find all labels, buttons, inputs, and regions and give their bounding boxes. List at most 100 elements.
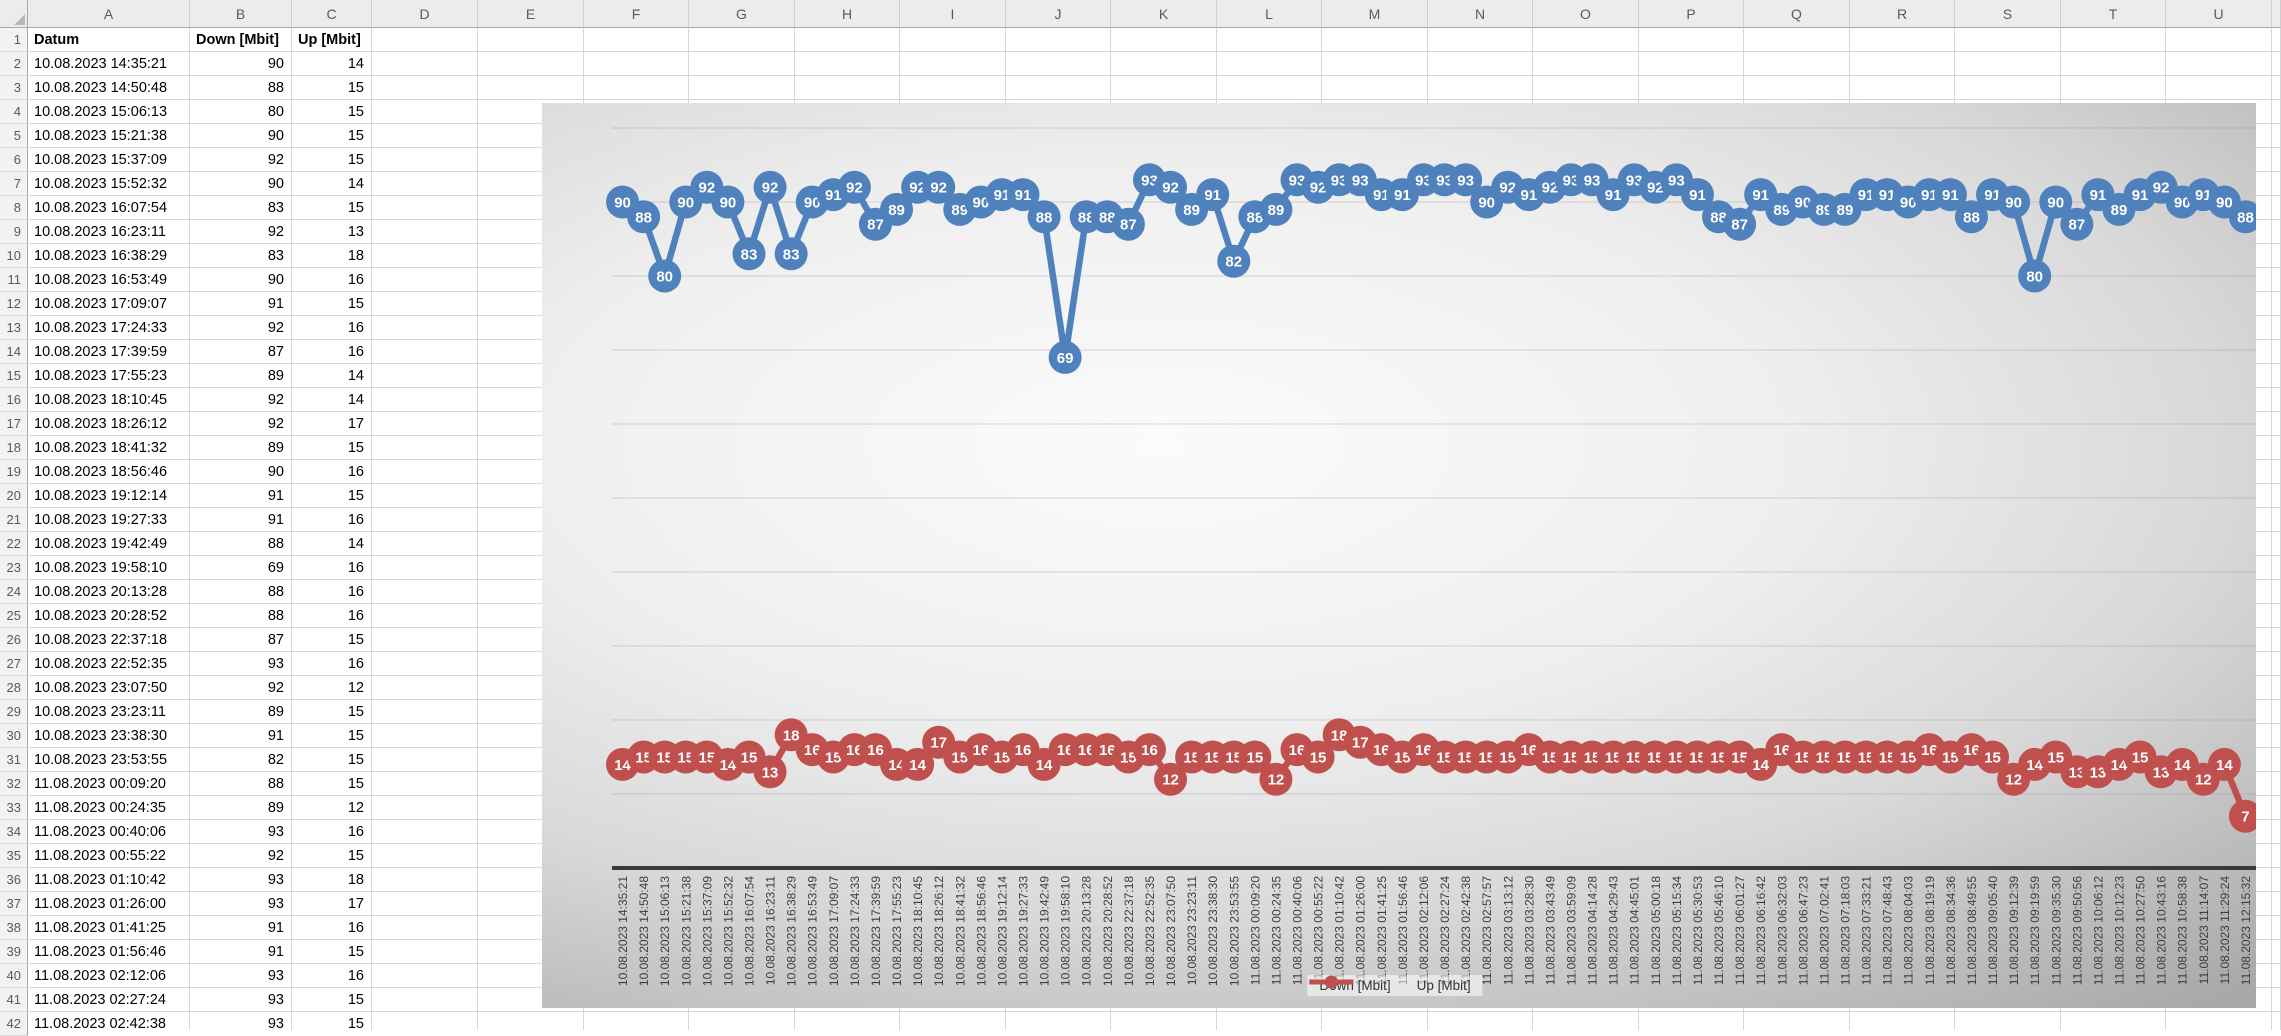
column-header-M[interactable]: M — [1322, 0, 1428, 28]
row-number-31[interactable]: 31 — [0, 748, 28, 772]
data-cell[interactable]: 10.08.2023 19:42:49 — [34, 536, 168, 552]
data-cell[interactable]: 15 — [347, 152, 364, 168]
data-cell[interactable]: 10.08.2023 17:55:23 — [34, 368, 168, 384]
data-cell[interactable]: 16 — [347, 824, 364, 840]
data-point-marker[interactable] — [1238, 740, 1272, 774]
data-cell[interactable]: 15 — [347, 104, 364, 120]
legend-item-up[interactable]: Up [Mbit] — [1309, 975, 1471, 993]
data-cell[interactable]: 69 — [267, 560, 284, 576]
speed-chart[interactable]: 10.08.2023 14:35:21 10.08.2023 14:50:48 10… — [542, 103, 2256, 1008]
data-cell[interactable]: 92 — [267, 848, 284, 864]
data-cell[interactable]: 90 — [267, 464, 284, 480]
column-header-P[interactable]: P — [1639, 0, 1744, 28]
data-cell[interactable]: 91 — [267, 920, 284, 936]
row-number-9[interactable]: 9 — [0, 220, 28, 244]
column-header-S[interactable]: S — [1955, 0, 2061, 28]
data-cell[interactable]: 93 — [267, 824, 284, 840]
data-point-marker[interactable] — [627, 200, 661, 234]
data-cell[interactable]: 92 — [267, 224, 284, 240]
row-number-25[interactable]: 25 — [0, 604, 28, 628]
row-number-6[interactable]: 6 — [0, 148, 28, 172]
row-number-38[interactable]: 38 — [0, 916, 28, 940]
data-cell[interactable]: 10.08.2023 22:52:35 — [34, 656, 168, 672]
data-cell[interactable]: 15 — [347, 1016, 364, 1032]
data-cell[interactable]: 91 — [267, 296, 284, 312]
data-cell[interactable]: 16 — [347, 608, 364, 624]
data-point-marker[interactable] — [753, 755, 787, 789]
data-cell[interactable]: 16 — [347, 968, 364, 984]
data-point-marker[interactable] — [1259, 762, 1293, 796]
data-cell[interactable]: 10.08.2023 16:38:29 — [34, 248, 168, 264]
row-number-33[interactable]: 33 — [0, 796, 28, 820]
data-cell[interactable]: 10.08.2023 15:06:13 — [34, 104, 168, 120]
data-point-marker[interactable] — [1680, 178, 1714, 212]
data-cell[interactable]: 15 — [347, 296, 364, 312]
data-point-marker[interactable] — [1027, 200, 1061, 234]
data-cell[interactable]: 10.08.2023 23:23:11 — [34, 704, 166, 720]
data-cell[interactable]: 15 — [347, 488, 364, 504]
data-cell[interactable]: 10.08.2023 20:13:28 — [34, 584, 168, 600]
data-cell[interactable]: 92 — [267, 416, 284, 432]
data-cell[interactable]: 88 — [267, 80, 284, 96]
data-cell[interactable]: 14 — [347, 392, 364, 408]
data-cell[interactable]: 10.08.2023 14:35:21 — [34, 56, 168, 72]
data-point-marker[interactable] — [1154, 762, 1188, 796]
data-cell[interactable]: 89 — [267, 440, 284, 456]
row-number-37[interactable]: 37 — [0, 892, 28, 916]
data-point-marker[interactable] — [1154, 170, 1188, 204]
column-header-partial[interactable] — [2272, 0, 2281, 28]
data-point-marker[interactable] — [2228, 200, 2256, 234]
data-cell[interactable]: 83 — [267, 200, 284, 216]
data-cell[interactable]: 11.08.2023 00:24:35 — [34, 800, 166, 816]
data-point-marker[interactable] — [1997, 185, 2031, 219]
row-number-40[interactable]: 40 — [0, 964, 28, 988]
chart-legend[interactable]: Down [Mbit] Up [Mbit] — [1307, 975, 1483, 996]
data-cell[interactable]: 10.08.2023 16:23:11 — [34, 224, 166, 240]
data-cell[interactable]: 91 — [267, 512, 284, 528]
data-cell[interactable]: 88 — [267, 776, 284, 792]
data-cell[interactable]: 89 — [267, 368, 284, 384]
data-cell[interactable]: 11.08.2023 01:26:00 — [34, 896, 166, 912]
data-cell[interactable]: 15 — [347, 440, 364, 456]
data-point-marker[interactable] — [1259, 192, 1293, 226]
data-cell[interactable]: 10.08.2023 17:39:59 — [34, 344, 168, 360]
data-cell[interactable]: 90 — [267, 272, 284, 288]
row-number-29[interactable]: 29 — [0, 700, 28, 724]
row-number-34[interactable]: 34 — [0, 820, 28, 844]
data-point-marker[interactable] — [2060, 207, 2094, 241]
data-cell[interactable]: 16 — [347, 656, 364, 672]
column-header-C[interactable]: C — [292, 0, 372, 28]
column-header-N[interactable]: N — [1428, 0, 1533, 28]
row-number-13[interactable]: 13 — [0, 316, 28, 340]
column-header-B[interactable]: B — [190, 0, 292, 28]
data-cell[interactable]: 10.08.2023 17:24:33 — [34, 320, 168, 336]
data-cell[interactable]: 11.08.2023 00:09:20 — [34, 776, 166, 792]
data-cell[interactable]: 82 — [267, 752, 284, 768]
column-header-H[interactable]: H — [795, 0, 900, 28]
data-cell[interactable]: 14 — [347, 536, 364, 552]
data-cell[interactable]: 10.08.2023 23:38:30 — [34, 728, 168, 744]
data-cell[interactable]: 11.08.2023 02:42:38 — [34, 1016, 166, 1032]
data-point-marker[interactable] — [2018, 259, 2052, 293]
data-cell[interactable]: 93 — [267, 968, 284, 984]
data-cell[interactable]: 11.08.2023 02:27:24 — [34, 992, 166, 1008]
data-point-marker[interactable] — [1132, 733, 1166, 767]
data-cell[interactable]: 16 — [347, 512, 364, 528]
data-point-marker[interactable] — [1196, 178, 1230, 212]
data-cell[interactable]: 11.08.2023 01:10:42 — [34, 872, 166, 888]
row-number-10[interactable]: 10 — [0, 244, 28, 268]
row-number-2[interactable]: 2 — [0, 52, 28, 76]
data-cell[interactable]: 89 — [267, 800, 284, 816]
data-cell[interactable]: 16 — [347, 344, 364, 360]
column-header-G[interactable]: G — [689, 0, 795, 28]
data-cell[interactable]: 90 — [267, 128, 284, 144]
data-cell[interactable]: 15 — [347, 752, 364, 768]
row-number-7[interactable]: 7 — [0, 172, 28, 196]
row-number-24[interactable]: 24 — [0, 580, 28, 604]
data-cell[interactable]: 10.08.2023 15:21:38 — [34, 128, 168, 144]
data-cell[interactable]: 15 — [347, 944, 364, 960]
data-cell[interactable]: 16 — [347, 920, 364, 936]
data-point-marker[interactable] — [837, 170, 871, 204]
data-cell[interactable]: 93 — [267, 992, 284, 1008]
row-number-30[interactable]: 30 — [0, 724, 28, 748]
